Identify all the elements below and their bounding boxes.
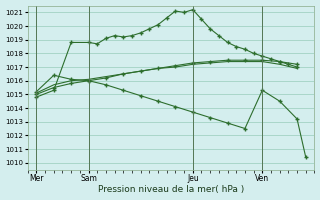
X-axis label: Pression niveau de la mer( hPa ): Pression niveau de la mer( hPa )	[98, 185, 244, 194]
